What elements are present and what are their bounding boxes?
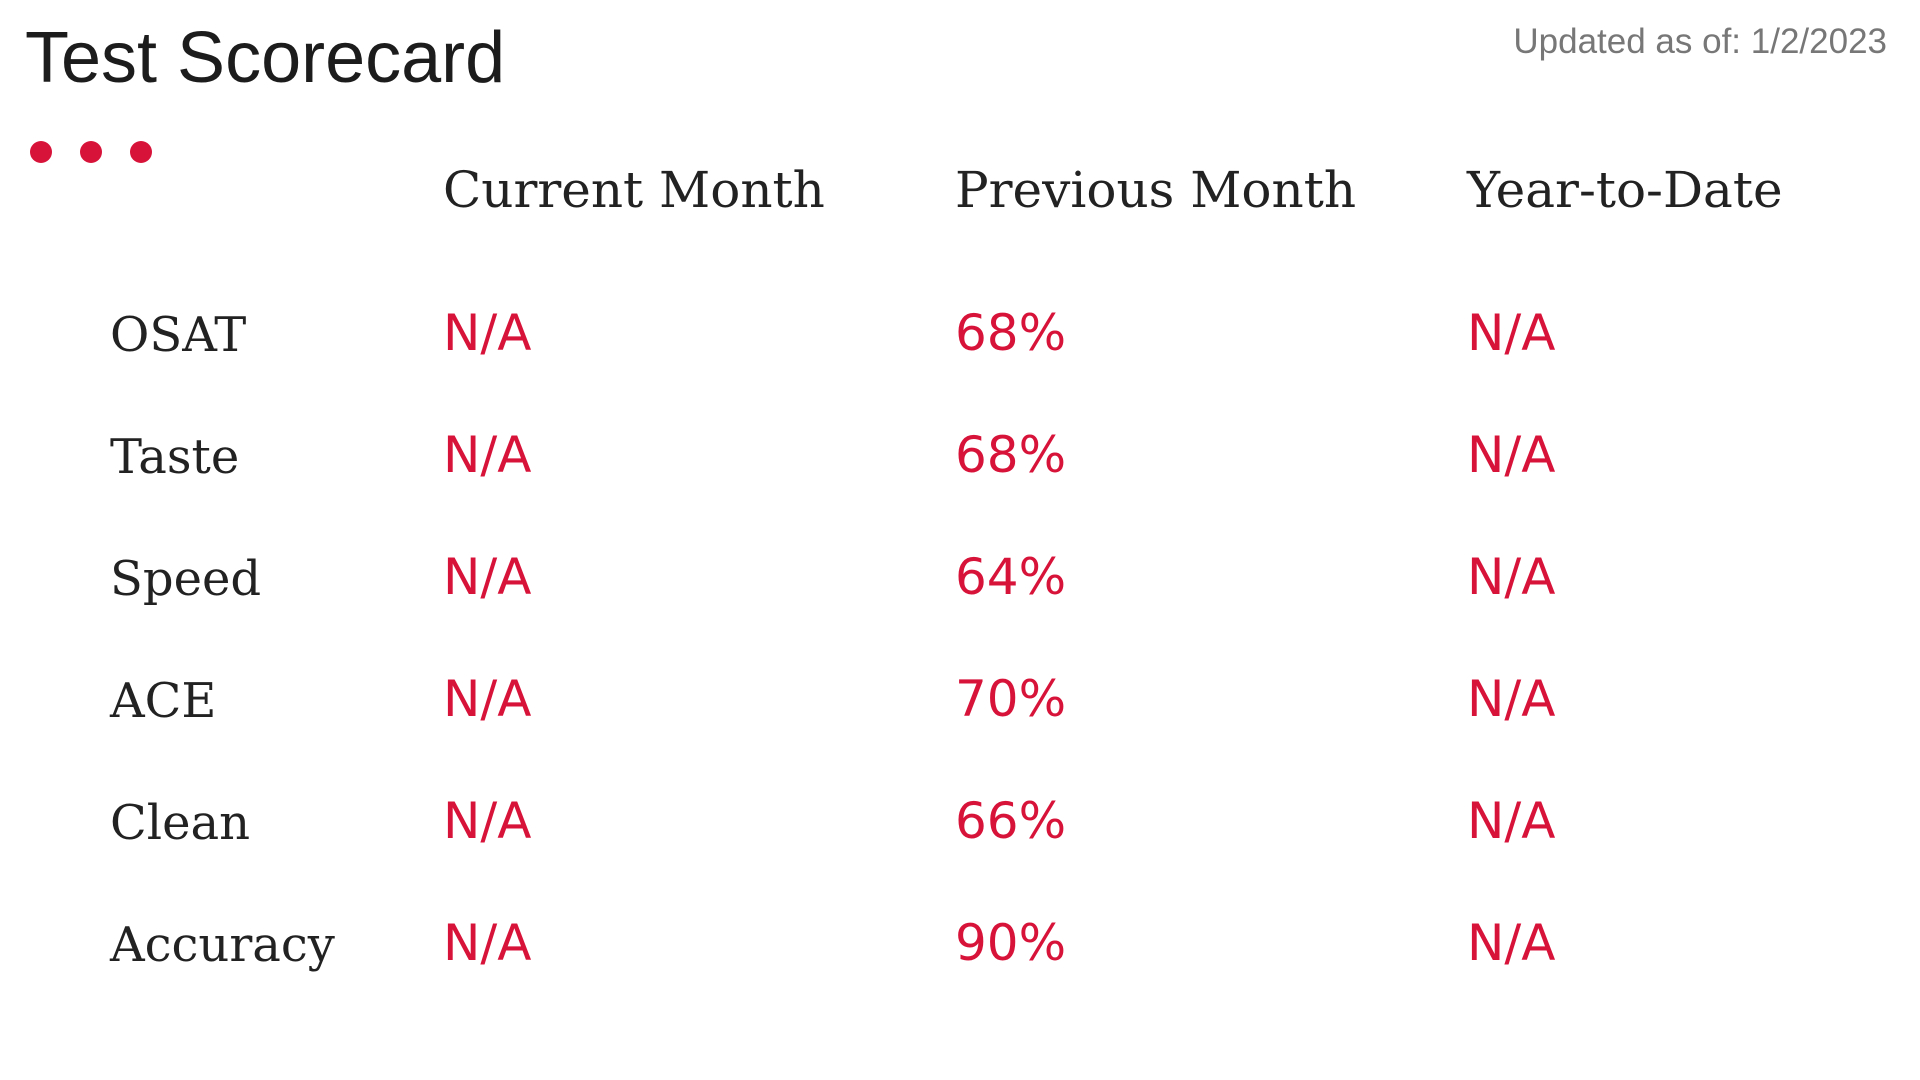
row-label-accuracy: Accuracy — [110, 917, 335, 973]
cell-previous: 90% — [955, 914, 1067, 972]
cell-current: N/A — [443, 792, 532, 850]
row-label-clean: Clean — [110, 795, 251, 851]
cell-current: N/A — [443, 548, 532, 606]
cell-ytd: N/A — [1467, 426, 1556, 484]
cell-ytd: N/A — [1467, 548, 1556, 606]
cell-current: N/A — [443, 914, 532, 972]
row-label-taste: Taste — [110, 429, 240, 485]
column-header-previous-month: Previous Month — [955, 161, 1357, 219]
cell-ytd: N/A — [1467, 914, 1556, 972]
column-header-current-month: Current Month — [443, 161, 825, 219]
cell-previous: 68% — [955, 426, 1067, 484]
cell-previous: 68% — [955, 304, 1067, 362]
cell-ytd: N/A — [1467, 304, 1556, 362]
ellipsis-dots-icon[interactable] — [30, 141, 152, 163]
updated-timestamp: Updated as of: 1/2/2023 — [1513, 22, 1887, 61]
dot-icon — [130, 141, 152, 163]
cell-current: N/A — [443, 304, 532, 362]
cell-previous: 64% — [955, 548, 1067, 606]
cell-current: N/A — [443, 426, 532, 484]
cell-previous: 66% — [955, 792, 1067, 850]
cell-ytd: N/A — [1467, 792, 1556, 850]
row-label-osat: OSAT — [110, 307, 247, 363]
dot-icon — [80, 141, 102, 163]
column-header-year-to-date: Year-to-Date — [1467, 161, 1783, 219]
dot-icon — [30, 141, 52, 163]
cell-previous: 70% — [955, 670, 1067, 728]
row-label-ace: ACE — [110, 673, 217, 729]
row-label-speed: Speed — [110, 551, 262, 607]
page-title: Test Scorecard — [25, 18, 506, 98]
cell-ytd: N/A — [1467, 670, 1556, 728]
cell-current: N/A — [443, 670, 532, 728]
